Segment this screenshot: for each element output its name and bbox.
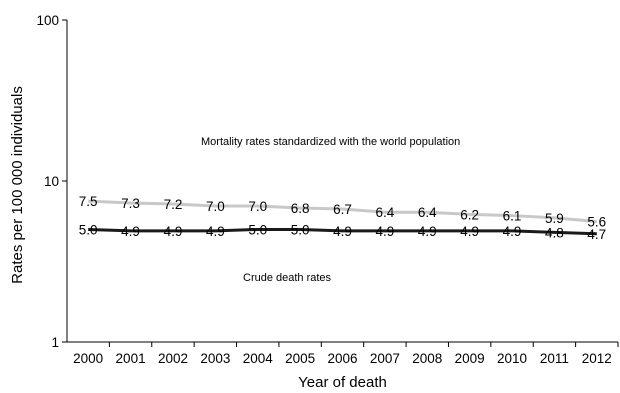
x-tick-label: 2002 bbox=[158, 351, 188, 366]
x-tick-label: 2000 bbox=[73, 351, 103, 366]
x-ticks: 2000 2001 2002 2003 2004 2005 2006 2007 2008 2009… bbox=[73, 342, 619, 366]
data-label: 4.9 bbox=[121, 224, 140, 239]
y-tick-label: 100 bbox=[36, 13, 59, 28]
data-label: 5.6 bbox=[587, 215, 606, 230]
data-label: 4.9 bbox=[333, 224, 352, 239]
y-ticks: 1 10 100 bbox=[36, 13, 67, 350]
x-tick-label: 2008 bbox=[412, 351, 442, 366]
data-label: 4.9 bbox=[503, 224, 522, 239]
x-tick-label: 2003 bbox=[200, 351, 230, 366]
x-tick-label: 2005 bbox=[285, 351, 315, 366]
data-label: 5.0 bbox=[248, 222, 267, 237]
data-label: 6.1 bbox=[503, 209, 522, 224]
x-tick-label: 2010 bbox=[497, 351, 527, 366]
annotation-crude: Crude death rates bbox=[243, 272, 332, 284]
data-label: 7.2 bbox=[164, 197, 183, 212]
x-tick-label: 2009 bbox=[455, 351, 485, 366]
data-label: 4.9 bbox=[164, 224, 183, 239]
data-label: 6.8 bbox=[291, 201, 310, 216]
x-tick-label: 2004 bbox=[243, 351, 274, 366]
data-label: 7.3 bbox=[121, 196, 140, 211]
data-label: 5.0 bbox=[79, 222, 98, 237]
y-tick-label: 1 bbox=[51, 335, 59, 350]
series-layer bbox=[88, 199, 597, 236]
data-label: 7.0 bbox=[206, 199, 225, 214]
data-label: 4.8 bbox=[545, 225, 564, 240]
x-tick-label: 2011 bbox=[540, 351, 569, 366]
data-label: 4.7 bbox=[587, 227, 606, 242]
data-label: 7.0 bbox=[248, 199, 267, 214]
data-label: 6.2 bbox=[460, 207, 479, 222]
data-labels: 7.5 7.3 7.2 7.0 7.0 6.8 6.7 6.4 6.4 6.2 6.1 5.9 5.6 5… bbox=[79, 194, 606, 242]
data-label: 4.9 bbox=[206, 224, 225, 239]
axes bbox=[66, 20, 618, 343]
y-tick-label: 10 bbox=[44, 174, 59, 189]
data-label: 6.4 bbox=[418, 205, 437, 220]
data-label: 4.9 bbox=[375, 224, 394, 239]
annotation-standardized: Mortality rates standardized with the wo… bbox=[201, 136, 460, 148]
x-tick-label: 2007 bbox=[370, 351, 400, 366]
data-label: 7.5 bbox=[79, 194, 98, 209]
x-tick-label: 2006 bbox=[327, 351, 357, 366]
data-label: 5.0 bbox=[291, 222, 310, 237]
x-tick-label: 2012 bbox=[582, 351, 612, 366]
x-tick-label: 2001 bbox=[116, 351, 146, 366]
x-axis-title: Year of death bbox=[298, 374, 387, 391]
y-axis-title: Rates per 100 000 individuals bbox=[9, 86, 26, 284]
data-label: 4.9 bbox=[460, 224, 479, 239]
data-label: 4.9 bbox=[418, 224, 437, 239]
data-label: 6.4 bbox=[375, 205, 394, 220]
data-label: 5.9 bbox=[545, 211, 564, 226]
data-label: 6.7 bbox=[333, 202, 352, 217]
